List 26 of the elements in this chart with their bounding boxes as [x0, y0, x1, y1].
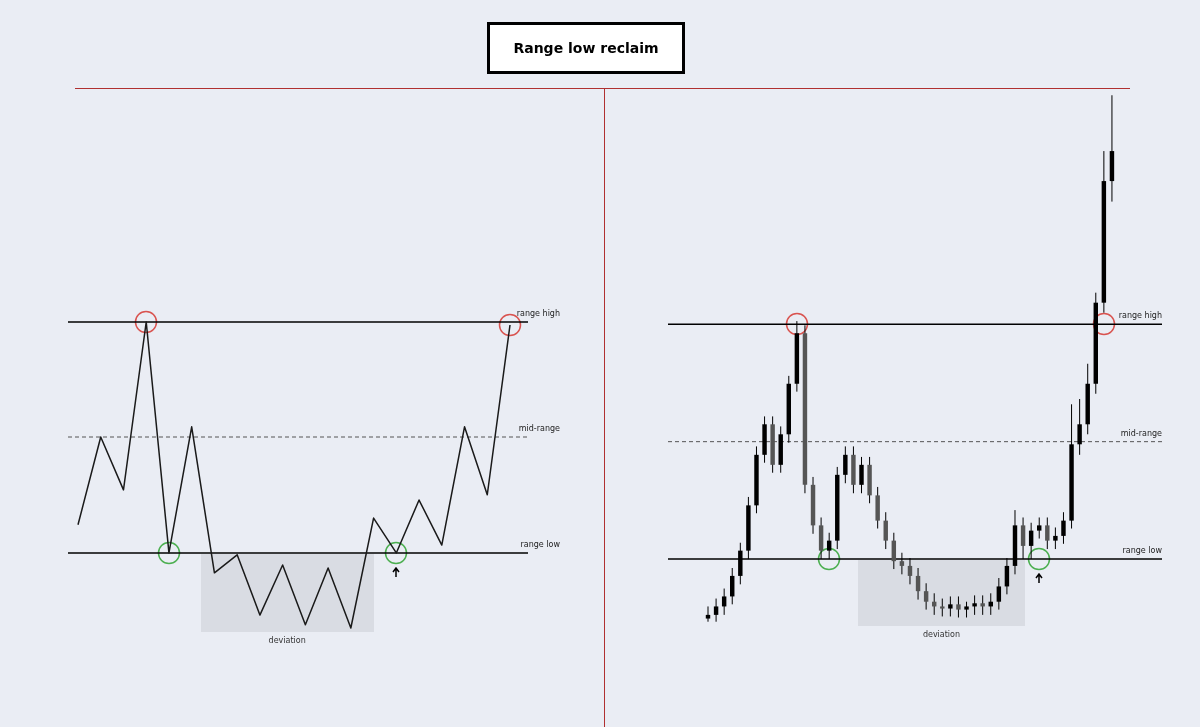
candlestick [948, 595, 953, 617]
candlestick [956, 595, 961, 618]
candlestick [1053, 526, 1058, 550]
candlestick [883, 511, 888, 550]
ref-line-label: range low [520, 540, 561, 550]
candlestick [1077, 398, 1082, 456]
candlestick [1061, 511, 1066, 545]
candlestick [843, 445, 848, 484]
candlestick [705, 605, 711, 623]
ref-line-label: range high [1118, 311, 1162, 321]
ref-line-label: mid-range [518, 424, 561, 434]
candlestick [923, 582, 929, 611]
candlestick [713, 598, 719, 623]
candlestick [972, 594, 977, 616]
text: deviation [921, 629, 962, 639]
ref-line-label: range low [1122, 546, 1163, 556]
candlestick [721, 588, 727, 616]
candlestick [980, 594, 985, 616]
ref-line-label: range high [516, 309, 560, 319]
text: Range low reclaim [487, 22, 685, 74]
ref-line-label: mid-range [1120, 428, 1163, 438]
text: deviation [267, 636, 307, 645]
candlestick [996, 577, 1002, 611]
candlestick [1045, 516, 1050, 550]
candlestick [1037, 516, 1042, 540]
candlestick [859, 456, 864, 494]
